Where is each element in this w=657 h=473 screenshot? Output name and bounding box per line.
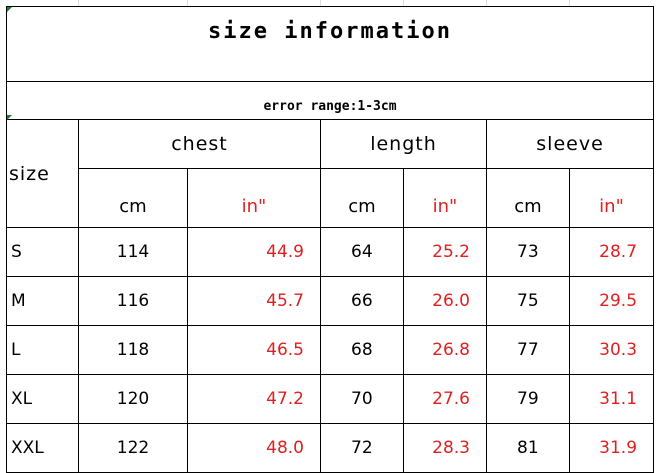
size-label: XXL	[6, 423, 79, 473]
unit-header-cm: cm	[78, 168, 188, 228]
size-label: S	[6, 227, 79, 277]
value-inch: 46.5	[187, 325, 321, 375]
size-label: M	[6, 276, 79, 326]
value-inch: 29.5	[568, 276, 655, 326]
table-title: size information	[5, 6, 655, 82]
unit-header-cm: cm	[320, 168, 404, 228]
sheet-gridline	[569, 0, 570, 6]
value-cm: 116	[78, 276, 188, 326]
value-cm: 70	[320, 374, 404, 424]
value-inch: 45.7	[187, 276, 321, 326]
cell-comment-marker	[7, 7, 12, 12]
sheet-gridline	[187, 0, 188, 6]
value-inch: 28.7	[568, 227, 655, 277]
unit-header-in: in"	[403, 168, 487, 228]
value-inch: 44.9	[187, 227, 321, 277]
unit-header-cm: cm	[486, 168, 570, 228]
value-inch: 30.3	[568, 325, 655, 375]
sheet-gridline	[403, 0, 404, 6]
length-header: length	[320, 119, 487, 169]
value-cm: 114	[78, 227, 188, 277]
value-inch: 31.1	[568, 374, 655, 424]
value-cm: 72	[320, 423, 404, 473]
value-cm: 68	[320, 325, 404, 375]
value-inch: 28.3	[403, 423, 487, 473]
sleeve-header: sleeve	[485, 119, 655, 169]
sheet-gridline	[320, 0, 321, 6]
value-inch: 25.2	[403, 227, 487, 277]
size-header: size	[6, 119, 79, 228]
value-cm: 77	[486, 325, 570, 375]
value-cm: 118	[78, 325, 188, 375]
value-cm: 79	[486, 374, 570, 424]
unit-header-in: in"	[187, 168, 321, 228]
size-label: XL	[6, 374, 79, 424]
value-inch: 47.2	[187, 374, 321, 424]
table-row: L 118 46.5 68 26.8 77 30.3	[6, 325, 655, 375]
size-label: L	[6, 325, 79, 375]
value-cm: 81	[486, 423, 570, 473]
value-inch: 31.9	[568, 423, 655, 473]
value-cm: 122	[78, 423, 188, 473]
sheet-gridline	[486, 0, 487, 6]
cell-comment-marker	[7, 115, 12, 120]
value-inch: 26.8	[403, 325, 487, 375]
sheet-gridline	[78, 0, 79, 6]
table-row: XXL 122 48.0 72 28.3 81 31.9	[6, 423, 655, 473]
value-inch: 26.0	[403, 276, 487, 326]
value-cm: 66	[320, 276, 404, 326]
table-row: XL 120 47.2 70 27.6 79 31.1	[6, 374, 655, 424]
table-row: S 114 44.9 64 25.2 73 28.7	[6, 227, 655, 277]
value-cm: 120	[78, 374, 188, 424]
value-cm: 64	[320, 227, 404, 277]
value-cm: 75	[486, 276, 570, 326]
error-range-note: error range:1-3cm	[5, 81, 655, 120]
size-table: size information error range:1-3cm size …	[5, 6, 655, 473]
table-row: M 116 45.7 66 26.0 75 29.5	[6, 276, 655, 326]
unit-header-in: in"	[568, 168, 655, 228]
value-inch: 27.6	[403, 374, 487, 424]
value-inch: 48.0	[187, 423, 321, 473]
chest-header: chest	[78, 119, 321, 169]
value-cm: 73	[486, 227, 570, 277]
